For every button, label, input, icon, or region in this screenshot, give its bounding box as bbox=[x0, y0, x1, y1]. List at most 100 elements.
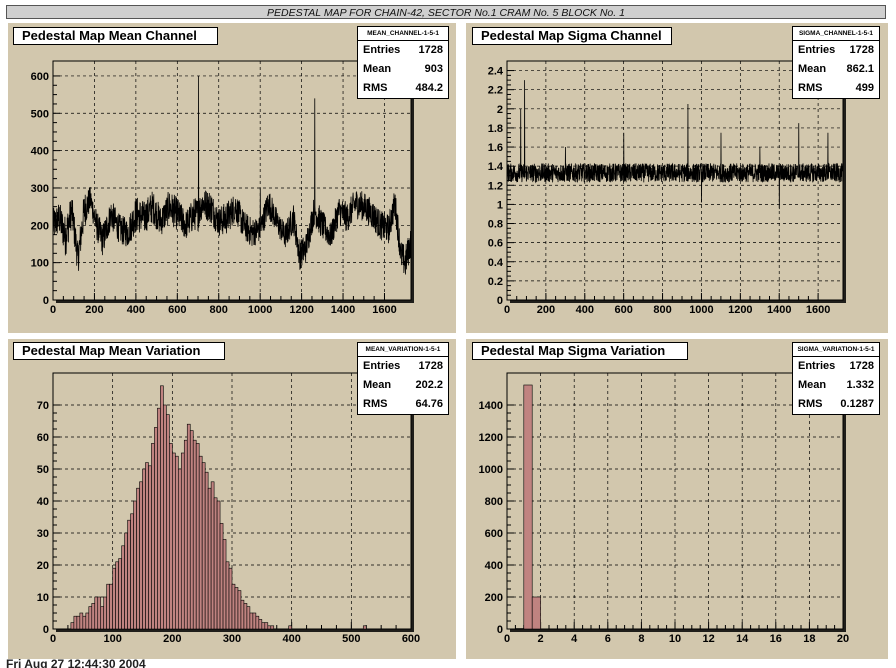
stats-box: SIGMA_VARIATION-1-5-1 Entries 1728 Mean 1.33… bbox=[792, 342, 880, 415]
y-tick-label: 0 bbox=[43, 624, 49, 636]
hist-bar bbox=[267, 625, 272, 630]
x-tick-label: 1600 bbox=[806, 304, 830, 316]
stats-row-rms: RMS 64.76 bbox=[358, 395, 448, 414]
hist-bar bbox=[261, 622, 266, 630]
stats-name: MEAN_CHANNEL-1-5-1 bbox=[358, 27, 448, 41]
stats-label: Mean bbox=[363, 379, 392, 391]
stats-value: 0.1287 bbox=[840, 398, 874, 410]
hist-bar bbox=[246, 606, 251, 630]
chart-sigma-channel: 0 200 400 600 800 1000 1200 1400 1600 0 0.2 0.4 0.6 0… bbox=[488, 60, 846, 316]
hist-bar bbox=[103, 596, 108, 630]
x-tick-label: 800 bbox=[210, 304, 228, 316]
x-tick-label: 500 bbox=[342, 633, 360, 645]
x-tick-label: 1200 bbox=[728, 304, 752, 316]
y-tick-label: 10 bbox=[37, 592, 49, 604]
stats-row-entries: Entries 1728 bbox=[793, 357, 879, 376]
stats-row-rms: RMS 484.2 bbox=[358, 79, 448, 98]
stats-name: MEAN_VARIATION-1-5-1 bbox=[358, 343, 448, 357]
hist-bar bbox=[163, 404, 167, 630]
hist-bar bbox=[130, 513, 134, 630]
x-tick-label: 100 bbox=[103, 633, 121, 645]
x-tick-label: 20 bbox=[837, 633, 849, 645]
y-tick-label: 400 bbox=[31, 146, 49, 158]
y-tick-label: 1 bbox=[497, 199, 503, 211]
x-tick-label: 800 bbox=[653, 304, 671, 316]
y-tick-label: 1200 bbox=[479, 432, 503, 444]
stats-label: Entries bbox=[363, 44, 401, 56]
stats-label: Entries bbox=[363, 360, 401, 372]
hist-bar bbox=[362, 625, 367, 630]
panel-mean-variation: 0 100 200 300 400 500 600 0 10 20 30 40 50 60 70 Pedest… bbox=[8, 339, 456, 659]
stats-value: 499 bbox=[855, 82, 874, 94]
x-tick-label: 1400 bbox=[331, 304, 355, 316]
stats-label: RMS bbox=[798, 398, 823, 410]
y-tick-label: 1.8 bbox=[488, 123, 503, 135]
hist-bar bbox=[249, 612, 254, 630]
series-line bbox=[506, 80, 844, 210]
y-tick-label: 50 bbox=[37, 464, 49, 476]
panel-title: Pedestal Map Sigma Variation bbox=[472, 342, 688, 360]
stats-label: RMS bbox=[363, 398, 388, 410]
stats-value: 903 bbox=[424, 63, 443, 75]
stats-value: 484.2 bbox=[415, 82, 443, 94]
hist-bar bbox=[121, 545, 125, 630]
hist-bar bbox=[145, 462, 149, 630]
stats-label: RMS bbox=[363, 82, 388, 94]
y-tick-label: 600 bbox=[31, 71, 49, 83]
x-tick-label: 400 bbox=[282, 633, 300, 645]
x-tick-label: 18 bbox=[803, 633, 815, 645]
y-tick-label: 0 bbox=[43, 295, 49, 307]
hist-bar bbox=[115, 561, 119, 630]
panel-sigma-variation: 0 2 4 6 8 10 12 14 16 18 20 0 200 400 600 800 1000 1200 14… bbox=[466, 339, 888, 659]
stats-value: 862.1 bbox=[846, 63, 874, 75]
panel-sigma-channel: 0 200 400 600 800 1000 1200 1400 1600 0 0.2 0.4 0.6 0… bbox=[466, 23, 888, 333]
hist-bar bbox=[97, 596, 102, 630]
x-tick-label: 4 bbox=[571, 633, 578, 645]
stats-value: 202.2 bbox=[415, 379, 443, 391]
hist-bar bbox=[231, 583, 236, 630]
stats-label: RMS bbox=[798, 82, 823, 94]
hist-bar bbox=[160, 385, 164, 630]
x-tick-label: 8 bbox=[638, 633, 644, 645]
x-tick-label: 1600 bbox=[372, 304, 396, 316]
stats-row-entries: Entries 1728 bbox=[358, 41, 448, 60]
x-tick-label: 1400 bbox=[767, 304, 791, 316]
y-tick-label: 200 bbox=[31, 220, 49, 232]
y-tick-label: 1.2 bbox=[488, 180, 503, 192]
hist-bar bbox=[154, 427, 158, 630]
y-tick-label: 1400 bbox=[479, 400, 503, 412]
stats-row-mean: Mean 202.2 bbox=[358, 376, 448, 395]
y-tick-label: 2 bbox=[497, 104, 503, 116]
x-tick-label: 2 bbox=[538, 633, 544, 645]
y-tick-label: 1.4 bbox=[488, 161, 504, 173]
y-tick-label: 2.4 bbox=[488, 66, 504, 78]
footer-timestamp: Fri Aug 27 12:44:30 2004 bbox=[6, 657, 146, 668]
y-tick-label: 500 bbox=[31, 108, 49, 120]
hist-bar bbox=[240, 599, 245, 630]
stats-box: MEAN_CHANNEL-1-5-1 Entries 1728 Mean 903 RMS 4… bbox=[357, 26, 449, 99]
hist-bar bbox=[127, 519, 131, 630]
stats-value: 1728 bbox=[418, 44, 443, 56]
hist-bar bbox=[124, 532, 128, 630]
stats-row-rms: RMS 499 bbox=[793, 79, 879, 98]
x-tick-label: 10 bbox=[669, 633, 681, 645]
hist-bar bbox=[210, 481, 215, 630]
stats-value: 1728 bbox=[849, 360, 874, 372]
y-tick-label: 70 bbox=[37, 400, 49, 412]
hist-bar bbox=[189, 430, 194, 630]
hist-bar bbox=[175, 455, 179, 630]
stats-box: SIGMA_CHANNEL-1-5-1 Entries 1728 Mean 862.1 R… bbox=[792, 26, 880, 99]
x-tick-label: 0 bbox=[50, 633, 56, 645]
hist-bar bbox=[237, 590, 242, 630]
stats-label: Entries bbox=[798, 360, 836, 372]
plot-frame bbox=[52, 60, 412, 301]
y-tick-label: 30 bbox=[37, 528, 49, 540]
hist-bar bbox=[531, 596, 541, 630]
x-tick-label: 16 bbox=[770, 633, 782, 645]
hist-bar bbox=[166, 414, 170, 630]
hist-bar bbox=[142, 468, 146, 630]
hist-bar bbox=[70, 622, 75, 630]
hist-bar bbox=[85, 612, 90, 630]
hist-bar bbox=[264, 622, 269, 630]
x-tick-label: 400 bbox=[127, 304, 145, 316]
